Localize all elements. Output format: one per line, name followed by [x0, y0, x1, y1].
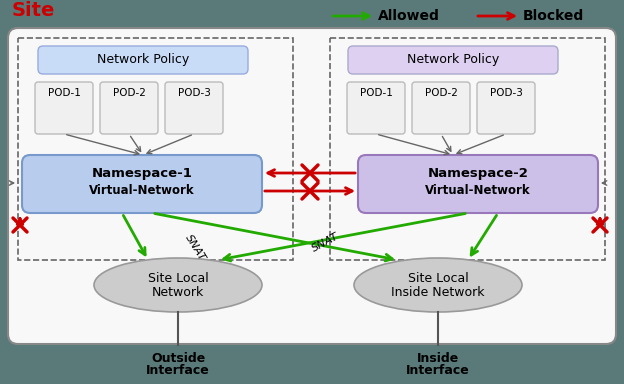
- Text: Site Local: Site Local: [148, 271, 208, 285]
- Text: POD-1: POD-1: [47, 88, 80, 98]
- Text: Virtual-Network: Virtual-Network: [89, 184, 195, 197]
- Text: Interface: Interface: [146, 364, 210, 377]
- Text: Inside: Inside: [417, 352, 459, 365]
- Text: Outside: Outside: [151, 352, 205, 365]
- FancyBboxPatch shape: [347, 82, 405, 134]
- Text: Network Policy: Network Policy: [407, 53, 499, 66]
- Text: SNAT: SNAT: [310, 232, 340, 254]
- FancyBboxPatch shape: [412, 82, 470, 134]
- Text: Namespace-2: Namespace-2: [427, 167, 529, 179]
- FancyBboxPatch shape: [8, 28, 616, 344]
- Text: POD-2: POD-2: [424, 88, 457, 98]
- Bar: [18, 38, 293, 260]
- Text: Network: Network: [152, 286, 204, 300]
- FancyBboxPatch shape: [165, 82, 223, 134]
- FancyBboxPatch shape: [38, 46, 248, 74]
- Text: POD-3: POD-3: [178, 88, 210, 98]
- Text: Namespace-1: Namespace-1: [92, 167, 192, 179]
- Text: POD-1: POD-1: [359, 88, 392, 98]
- Text: Interface: Interface: [406, 364, 470, 377]
- Text: Blocked: Blocked: [523, 9, 584, 23]
- Text: POD-3: POD-3: [490, 88, 522, 98]
- Text: POD-2: POD-2: [112, 88, 145, 98]
- FancyBboxPatch shape: [358, 155, 598, 213]
- FancyBboxPatch shape: [35, 82, 93, 134]
- Text: Allowed: Allowed: [378, 9, 440, 23]
- FancyBboxPatch shape: [100, 82, 158, 134]
- Text: Site Local: Site Local: [407, 271, 469, 285]
- Text: Network Policy: Network Policy: [97, 53, 189, 66]
- Text: Site: Site: [12, 1, 56, 20]
- FancyBboxPatch shape: [348, 46, 558, 74]
- Bar: [330, 38, 605, 260]
- Text: Virtual-Network: Virtual-Network: [425, 184, 531, 197]
- Text: SNAT: SNAT: [183, 233, 207, 263]
- Ellipse shape: [354, 258, 522, 312]
- Ellipse shape: [94, 258, 262, 312]
- FancyBboxPatch shape: [22, 155, 262, 213]
- FancyBboxPatch shape: [477, 82, 535, 134]
- Text: Inside Network: Inside Network: [391, 286, 485, 300]
